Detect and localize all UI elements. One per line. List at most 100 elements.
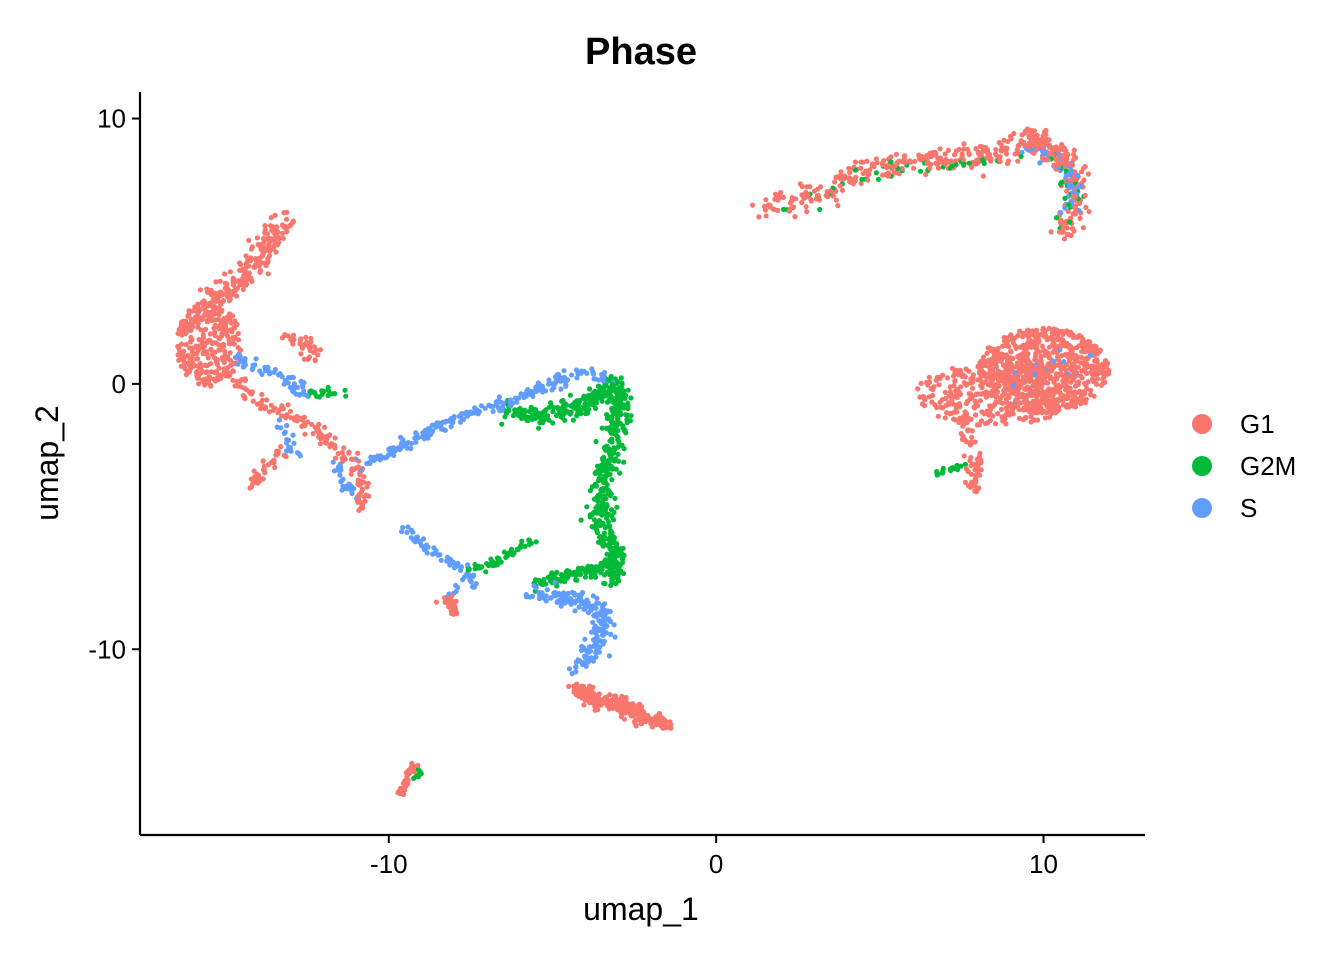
y-tick-label: 10 bbox=[97, 104, 126, 134]
point-g1 bbox=[301, 356, 307, 362]
point-g1 bbox=[1046, 142, 1052, 148]
point-g2m bbox=[603, 474, 609, 480]
point-s bbox=[592, 644, 598, 650]
point-g1 bbox=[1069, 226, 1076, 232]
point-g1 bbox=[1094, 376, 1101, 382]
point-s bbox=[281, 381, 287, 387]
point-g1 bbox=[204, 312, 210, 318]
point-g2m bbox=[617, 561, 624, 568]
point-s bbox=[539, 383, 545, 389]
point-g1 bbox=[968, 441, 974, 447]
point-g2m bbox=[609, 456, 615, 462]
point-g2m bbox=[602, 508, 608, 514]
point-g1 bbox=[1097, 362, 1104, 369]
point-s bbox=[253, 356, 259, 362]
point-s bbox=[552, 374, 559, 380]
point-g1 bbox=[298, 351, 304, 357]
point-s bbox=[467, 575, 473, 582]
point-g1 bbox=[298, 416, 305, 422]
point-g1 bbox=[799, 183, 805, 190]
point-s bbox=[533, 388, 540, 394]
point-g2m bbox=[562, 576, 568, 582]
point-g2m bbox=[589, 484, 596, 490]
point-g1 bbox=[230, 377, 236, 383]
point-g2m bbox=[621, 388, 627, 394]
point-s bbox=[472, 405, 478, 411]
point-g2m bbox=[596, 518, 602, 524]
point-g2m bbox=[479, 564, 485, 570]
point-g1 bbox=[1050, 329, 1056, 335]
point-g2m bbox=[609, 477, 615, 483]
point-g1 bbox=[332, 435, 338, 441]
point-s bbox=[279, 374, 285, 380]
point-g1 bbox=[210, 340, 217, 346]
point-g1 bbox=[274, 224, 280, 230]
point-s bbox=[232, 355, 239, 361]
point-g1 bbox=[278, 444, 284, 450]
point-g1 bbox=[945, 147, 952, 153]
point-s bbox=[444, 554, 450, 560]
point-g1 bbox=[959, 153, 965, 159]
point-g1 bbox=[1035, 417, 1041, 423]
point-g1 bbox=[212, 329, 218, 335]
point-s bbox=[290, 432, 296, 438]
point-g1 bbox=[1075, 354, 1081, 360]
point-g1 bbox=[1010, 340, 1016, 346]
point-g2m bbox=[591, 517, 598, 523]
point-g1 bbox=[645, 716, 652, 722]
point-g2m bbox=[609, 575, 615, 581]
point-g1 bbox=[230, 279, 236, 285]
point-g1 bbox=[1073, 369, 1080, 375]
point-g1 bbox=[1015, 333, 1021, 339]
point-g1 bbox=[284, 216, 290, 222]
point-s bbox=[589, 366, 595, 372]
point-g2m bbox=[325, 392, 331, 399]
point-g1 bbox=[921, 396, 927, 402]
point-g1 bbox=[198, 327, 204, 333]
point-g2m bbox=[325, 387, 332, 393]
point-g1 bbox=[879, 160, 885, 166]
point-g1 bbox=[970, 461, 977, 467]
point-g1 bbox=[398, 790, 404, 796]
point-g1 bbox=[641, 710, 647, 716]
point-g1 bbox=[1045, 361, 1052, 367]
point-s bbox=[585, 610, 592, 616]
point-s bbox=[606, 653, 613, 659]
point-g2m bbox=[547, 578, 554, 584]
point-g1 bbox=[633, 717, 639, 723]
point-g1 bbox=[629, 705, 635, 711]
point-s bbox=[1040, 150, 1047, 156]
point-g1 bbox=[839, 187, 846, 193]
point-g1 bbox=[193, 314, 199, 320]
point-g2m bbox=[611, 399, 617, 405]
point-s bbox=[539, 590, 545, 596]
point-g1 bbox=[949, 365, 956, 371]
point-g2m bbox=[615, 386, 621, 392]
point-g2m bbox=[536, 425, 542, 431]
point-s bbox=[438, 421, 444, 427]
point-g1 bbox=[310, 431, 316, 437]
point-g1 bbox=[355, 477, 361, 483]
point-g1 bbox=[183, 342, 189, 348]
point-g1 bbox=[958, 431, 964, 437]
point-s bbox=[285, 375, 292, 381]
point-g1 bbox=[281, 413, 287, 419]
point-s bbox=[422, 431, 428, 437]
point-g2m bbox=[536, 577, 542, 584]
point-g2m bbox=[342, 387, 348, 393]
point-s bbox=[559, 375, 565, 381]
point-g2m bbox=[595, 383, 602, 389]
point-g1 bbox=[1012, 364, 1018, 370]
point-g2m bbox=[558, 414, 564, 420]
point-g2m bbox=[540, 579, 546, 585]
point-g1 bbox=[1024, 126, 1031, 132]
point-g1 bbox=[240, 281, 246, 287]
point-s bbox=[413, 430, 419, 436]
point-g1 bbox=[657, 714, 663, 720]
point-g2m bbox=[961, 161, 967, 167]
point-g1 bbox=[892, 170, 898, 176]
point-g1 bbox=[935, 165, 942, 171]
point-g1 bbox=[937, 399, 943, 405]
point-g2m bbox=[510, 413, 517, 419]
point-s bbox=[430, 551, 436, 557]
